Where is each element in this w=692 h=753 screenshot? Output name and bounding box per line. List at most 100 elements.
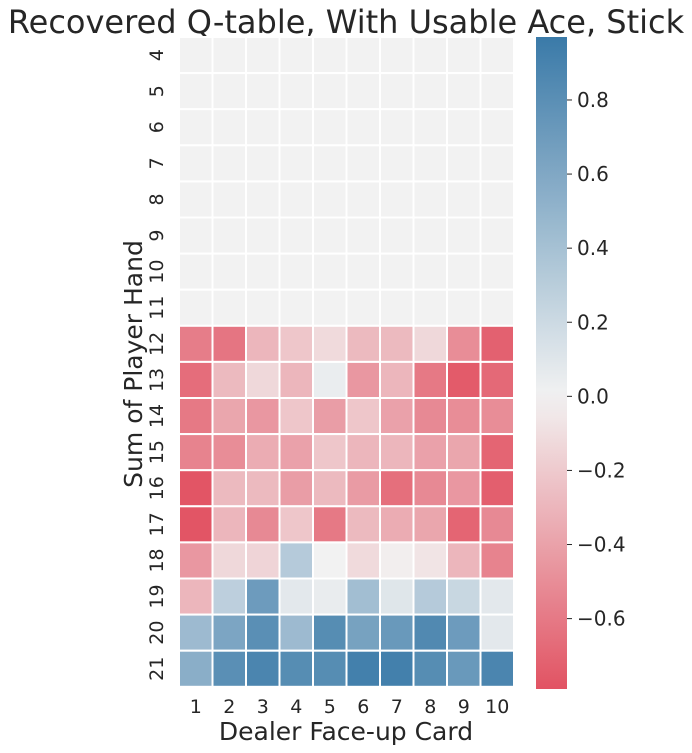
y-tick-label: 7 bbox=[146, 157, 168, 169]
heatmap-cell bbox=[345, 72, 381, 111]
heatmap-cell bbox=[278, 180, 314, 219]
colorbar-tick-label: 0.4 bbox=[577, 236, 609, 260]
heatmap-cell bbox=[479, 397, 515, 436]
heatmap-cell bbox=[245, 108, 281, 147]
heatmap-cell bbox=[379, 649, 415, 688]
heatmap-cell bbox=[446, 252, 482, 291]
heatmap-cell bbox=[345, 613, 381, 652]
heatmap-cell bbox=[446, 469, 482, 508]
heatmap-cell bbox=[446, 649, 482, 688]
heatmap-cell bbox=[312, 541, 348, 580]
heatmap-cell bbox=[345, 649, 381, 688]
heatmap-cell bbox=[245, 180, 281, 219]
heatmap-cell bbox=[312, 72, 348, 111]
heatmap-cell bbox=[278, 72, 314, 111]
heatmap-cell bbox=[479, 252, 515, 291]
heatmap-cell bbox=[412, 505, 448, 544]
heatmap-cell bbox=[211, 324, 247, 363]
heatmap-cell bbox=[178, 613, 214, 652]
heatmap-cell bbox=[278, 505, 314, 544]
heatmap-cell bbox=[412, 649, 448, 688]
heatmap-cell bbox=[446, 36, 482, 75]
heatmap-cell bbox=[379, 324, 415, 363]
heatmap-cell bbox=[479, 108, 515, 147]
y-tick-label: 18 bbox=[146, 548, 168, 572]
colorbar bbox=[536, 37, 567, 689]
heatmap-cell bbox=[245, 216, 281, 255]
x-tick-label: 6 bbox=[357, 696, 369, 718]
heatmap-cell bbox=[245, 649, 281, 688]
heatmap-cell bbox=[412, 360, 448, 399]
heatmap-cell bbox=[379, 360, 415, 399]
heatmap-cell bbox=[412, 252, 448, 291]
heatmap-cell bbox=[211, 288, 247, 327]
heatmap-cell bbox=[312, 252, 348, 291]
heatmap-cell bbox=[245, 613, 281, 652]
heatmap-cell bbox=[412, 36, 448, 75]
heatmap-cell bbox=[211, 72, 247, 111]
heatmap-cells bbox=[178, 36, 515, 688]
heatmap-cell bbox=[211, 216, 247, 255]
heatmap-cell bbox=[278, 541, 314, 580]
heatmap-cell bbox=[278, 397, 314, 436]
heatmap-cell bbox=[312, 108, 348, 147]
heatmap-cell bbox=[245, 360, 281, 399]
heatmap-cell bbox=[479, 144, 515, 183]
heatmap-cell bbox=[412, 108, 448, 147]
heatmap-cell bbox=[446, 144, 482, 183]
heatmap-cell bbox=[379, 180, 415, 219]
heatmap-cell bbox=[379, 36, 415, 75]
heatmap-cell bbox=[178, 360, 214, 399]
y-tick-label: 15 bbox=[146, 440, 168, 464]
colorbar-tick-label: 0.2 bbox=[577, 310, 609, 334]
heatmap-cell bbox=[211, 252, 247, 291]
heatmap-cell bbox=[412, 577, 448, 616]
heatmap-cell bbox=[345, 108, 381, 147]
heatmap-cell bbox=[312, 613, 348, 652]
heatmap-cell bbox=[178, 72, 214, 111]
heatmap-cell bbox=[412, 541, 448, 580]
heatmap-cell bbox=[178, 324, 214, 363]
heatmap-cell bbox=[379, 397, 415, 436]
colorbar-tick-label: −0.6 bbox=[577, 607, 626, 631]
y-tick-label: 20 bbox=[146, 621, 168, 645]
heatmap-cell bbox=[379, 252, 415, 291]
heatmap-cell bbox=[479, 505, 515, 544]
heatmap-cell bbox=[245, 72, 281, 111]
heatmap-cell bbox=[412, 469, 448, 508]
heatmap-cell bbox=[345, 577, 381, 616]
x-tick-label: 8 bbox=[424, 696, 436, 718]
heatmap-cell bbox=[479, 360, 515, 399]
heatmap-cell bbox=[178, 144, 214, 183]
y-tick-label: 16 bbox=[146, 476, 168, 500]
y-tick-label: 14 bbox=[146, 404, 168, 428]
y-axis-ticks: 4 5 6 7 8 9 10 11 12 13 14 15 16 17 18 19 20 21 bbox=[146, 49, 168, 681]
y-tick-label: 12 bbox=[146, 332, 168, 356]
heatmap-cell bbox=[245, 288, 281, 327]
heatmap-cell bbox=[211, 180, 247, 219]
heatmap-cell bbox=[312, 360, 348, 399]
heatmap-cell bbox=[446, 577, 482, 616]
heatmap-cell bbox=[278, 324, 314, 363]
heatmap-cell bbox=[211, 505, 247, 544]
heatmap-cell bbox=[178, 288, 214, 327]
heatmap-cell bbox=[211, 360, 247, 399]
heatmap-cell bbox=[446, 541, 482, 580]
heatmap-cell bbox=[245, 469, 281, 508]
y-tick-label: 8 bbox=[146, 193, 168, 205]
heatmap-cell bbox=[412, 324, 448, 363]
heatmap-cell bbox=[412, 613, 448, 652]
heatmap-cell bbox=[345, 360, 381, 399]
heatmap-cell bbox=[178, 433, 214, 472]
heatmap-cell bbox=[211, 541, 247, 580]
y-tick-label: 4 bbox=[146, 49, 168, 61]
heatmap-cell bbox=[479, 72, 515, 111]
y-tick-label: 9 bbox=[146, 230, 168, 242]
heatmap-cell bbox=[379, 288, 415, 327]
heatmap-cell bbox=[446, 216, 482, 255]
heatmap-cell bbox=[345, 505, 381, 544]
heatmap-cell bbox=[312, 288, 348, 327]
heatmap-cell bbox=[412, 144, 448, 183]
colorbar-tick-label: −0.4 bbox=[577, 533, 626, 557]
x-tick-label: 1 bbox=[190, 696, 202, 718]
